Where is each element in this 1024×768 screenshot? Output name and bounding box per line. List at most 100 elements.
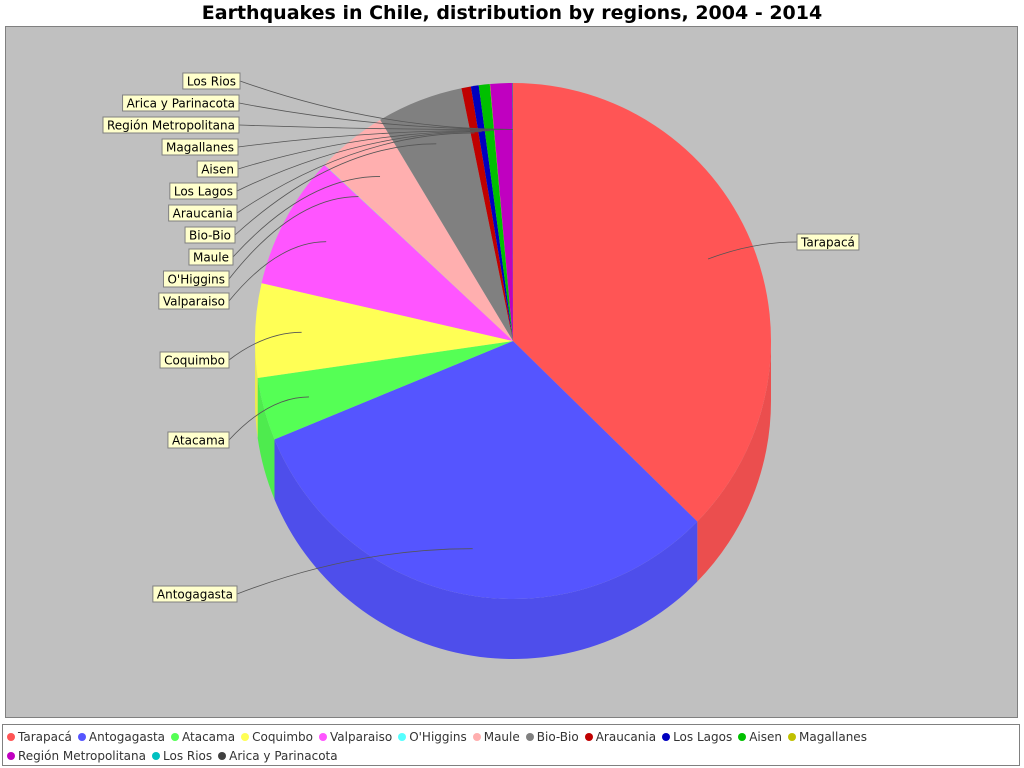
slice-label-text: Arica y Parinacota [127, 97, 235, 111]
slice-label-los-rios: Los Rios [182, 72, 241, 90]
legend-swatch [152, 751, 160, 760]
pie-slice-bio-bio[interactable] [380, 88, 513, 342]
legend-item-valparaiso: Valparaiso [319, 727, 392, 746]
pie-slice-atacama[interactable] [257, 341, 513, 440]
legend-item-coquimbo: Coquimbo [241, 727, 313, 746]
legend-label: Tarapacá [18, 729, 72, 744]
legend-swatch [525, 732, 534, 741]
pie-chart: Tarapacá Antogagasta Atacama Coquimbo Valpar… [102, 72, 860, 659]
legend-swatch [472, 732, 481, 741]
pie-depth-antogagasta [274, 439, 698, 659]
slice-label-text: Valparaiso [163, 295, 225, 309]
leader-line-magallanes [237, 129, 495, 148]
slice-label-valparaiso: Valparaiso [158, 292, 230, 310]
leader-line-bio-bio [234, 143, 437, 236]
legend-label: Los Rios [163, 748, 213, 763]
leader-line-o-higgins [228, 196, 359, 280]
legend-swatch [738, 732, 747, 741]
legend-label: Arica y Parinacota [229, 748, 338, 763]
pie-depth-coquimbo [255, 341, 258, 439]
legend-swatch [241, 732, 250, 741]
slice-label-text: Tarapacá [800, 236, 855, 250]
legend-item-arica-y-parinacota: Arica y Parinacota [218, 746, 338, 765]
chart-title: Earthquakes in Chile, distribution by re… [201, 2, 823, 24]
legend-label: Región Metropolitana [18, 748, 146, 763]
legend-item-maule: Maule [472, 727, 520, 746]
pie-slice-coquimbo[interactable] [254, 283, 513, 379]
legend-label: Antogagasta [88, 729, 166, 744]
pie-slice-magallanes[interactable] [489, 84, 513, 341]
slice-label-text: Araucania [173, 207, 233, 221]
leader-line-aisen [237, 130, 490, 170]
slice-label-arica-y-parinacota: Arica y Parinacota [122, 94, 240, 112]
legend: Tarapacá Antogagasta Atacama Coquimbo Valpar… [2, 724, 1020, 766]
legend-label: Magallanes [799, 729, 867, 744]
slice-label-text: Antogagasta [157, 588, 233, 602]
pie-slice-region-metropolitana[interactable] [490, 83, 513, 341]
pie-slice-araucania[interactable] [461, 86, 513, 341]
legend-swatch [171, 732, 180, 741]
legend-label: Los Lagos [673, 729, 733, 744]
legend-swatch [319, 732, 328, 741]
legend-item-los-rios: Los Rios [152, 746, 212, 765]
pie-slice-los-lagos[interactable] [470, 85, 513, 341]
slice-label-text: Los Rios [187, 75, 236, 89]
slice-label-region-metropolitana: Región Metropolitana [102, 116, 240, 134]
legend-swatch [788, 732, 796, 741]
slice-label-text: Bio-Bio [189, 229, 231, 243]
legend-swatch [584, 732, 593, 741]
pie-slice-tarapaca[interactable] [513, 83, 771, 522]
slice-label-coquimbo: Coquimbo [159, 351, 230, 369]
slice-label-atacama: Atacama [167, 431, 230, 449]
pie-slice-o-higgins[interactable] [324, 164, 513, 341]
pie-slice-antogagasta[interactable] [274, 341, 698, 600]
legend-label: Atacama [182, 729, 236, 744]
leader-line-valparaiso [228, 241, 327, 302]
legend-label: Aisen [749, 729, 782, 744]
pie-depth-atacama [257, 378, 275, 500]
legend-label: Bio-Bio [536, 729, 579, 744]
leader-line-arica-y-parinacota [238, 102, 513, 130]
pie-slice-valparaiso[interactable] [261, 164, 513, 341]
legend-item-atacama: Atacama [171, 727, 235, 746]
legend-item-tarapaca: Tarapacá [7, 727, 72, 746]
legend-swatch [398, 732, 407, 741]
legend-item-o-higgins: O'Higgins [398, 727, 467, 746]
legend-item-aisen: Aisen [738, 727, 782, 746]
leader-line-coquimbo [228, 331, 302, 361]
legend-swatch [77, 732, 86, 741]
slice-label-tarapaca: Tarapacá [796, 233, 860, 251]
legend-item-magallanes: Magallanes [788, 727, 867, 746]
pie-slice-maule[interactable] [324, 119, 513, 341]
legend-swatch [7, 732, 15, 741]
slice-label-text: Coquimbo [164, 354, 225, 368]
legend-item-los-lagos: Los Lagos [662, 727, 732, 746]
slice-label-antogagasta: Antogagasta [152, 585, 238, 603]
legend-label: O'Higgins [409, 729, 467, 744]
pie-depth-tarapaca [697, 341, 771, 582]
leader-line-maule [232, 176, 381, 258]
leader-line-atacama [228, 396, 309, 441]
slice-label-text: Magallanes [166, 141, 234, 155]
legend-swatch [662, 732, 671, 741]
legend-label: Coquimbo [252, 729, 314, 744]
legend-swatch [218, 751, 227, 760]
leader-line-tarapaca [707, 241, 798, 260]
slice-label-text: O'Higgins [167, 273, 225, 287]
slice-label-text: Aisen [201, 163, 234, 177]
legend-label: Maule [483, 729, 520, 744]
slice-label-text: Región Metropolitana [107, 119, 235, 133]
slice-label-text: Los Lagos [174, 185, 233, 199]
legend-item-antogagasta: Antogagasta [77, 727, 166, 746]
slice-label-aisen: Aisen [196, 160, 239, 178]
slice-label-magallanes: Magallanes [161, 138, 239, 156]
slice-label-bio-bio: Bio-Bio [184, 226, 236, 244]
pie-slice-aisen[interactable] [478, 84, 513, 342]
slice-label-araucania: Araucania [168, 204, 238, 222]
slice-label-los-lagos: Los Lagos [169, 182, 238, 200]
legend-item-region-metropolitana: Región Metropolitana [7, 746, 146, 765]
plot-area: Tarapacá Antogagasta Atacama Coquimbo Valpar… [5, 26, 1018, 718]
slice-label-o-higgins: O'Higgins [162, 270, 230, 288]
slice-label-text: Maule [193, 251, 229, 265]
leader-line-antogagasta [236, 548, 473, 595]
